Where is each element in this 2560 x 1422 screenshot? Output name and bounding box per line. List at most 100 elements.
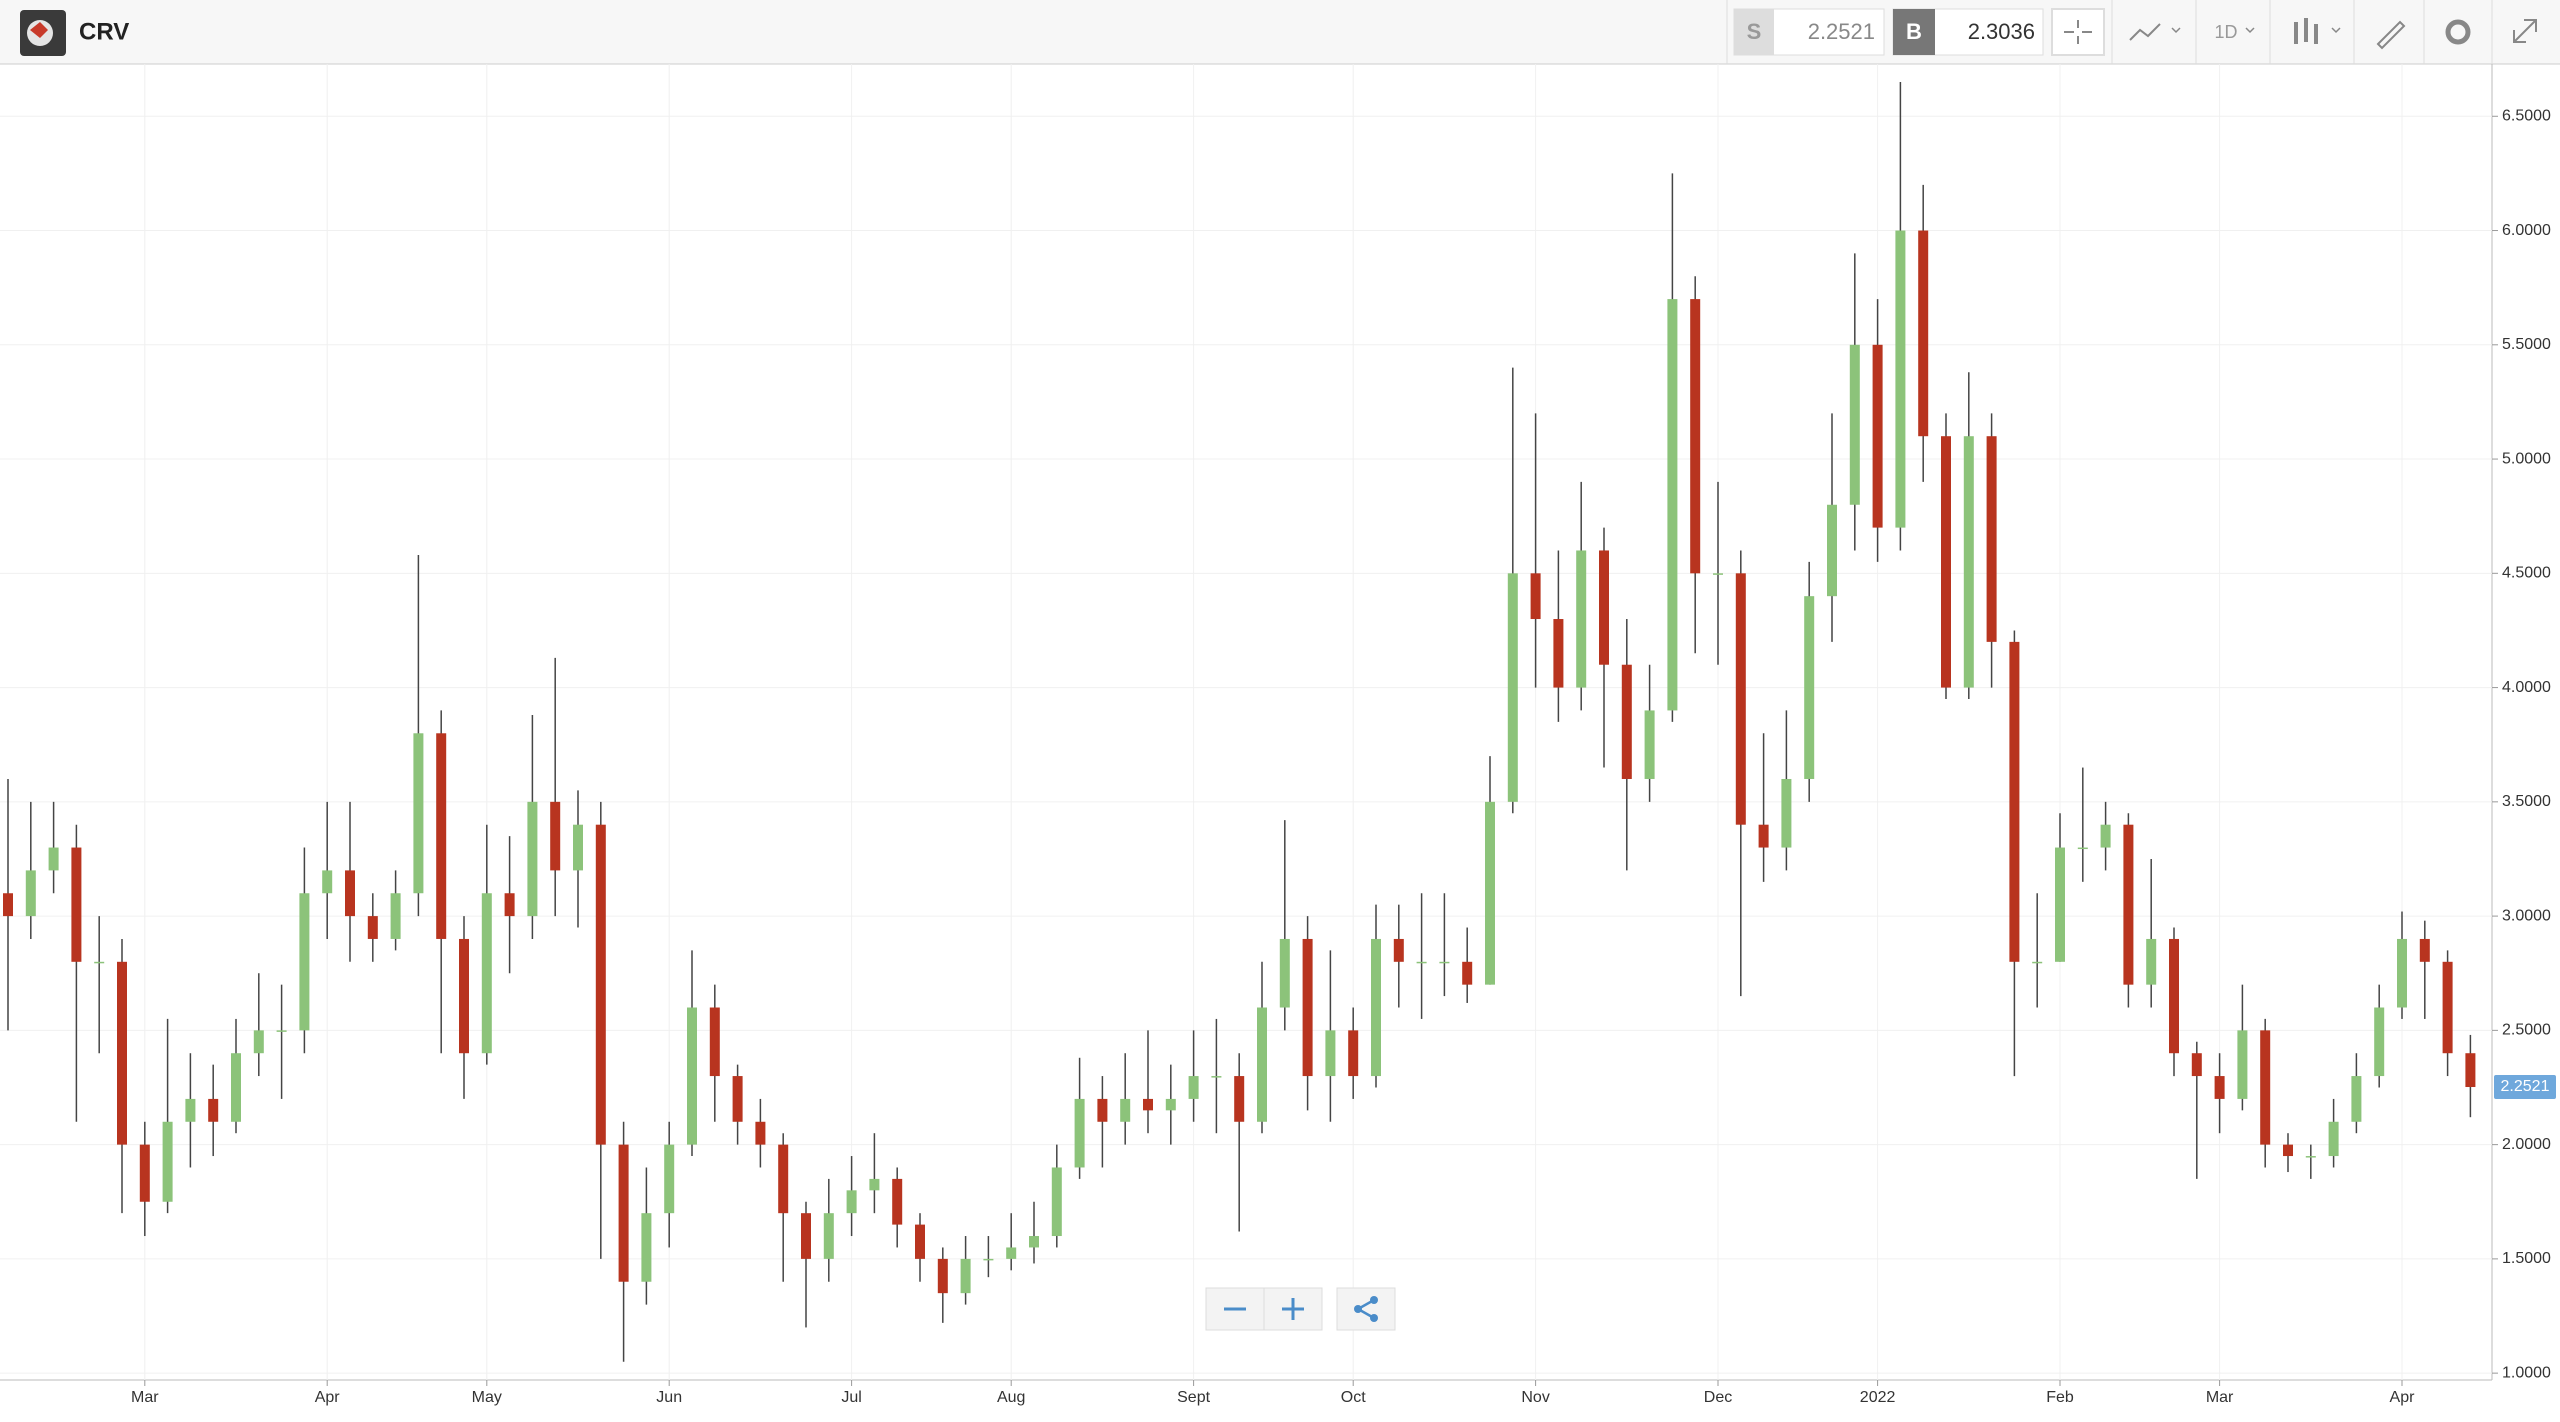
y-tick-label: 1.0000 xyxy=(2502,1364,2551,1381)
candle-body xyxy=(2214,1076,2225,1099)
candle-body xyxy=(1895,230,1906,528)
y-tick-label: 2.5000 xyxy=(2502,1022,2551,1039)
candle-body xyxy=(960,1258,971,1294)
candle-body xyxy=(2169,938,2179,1054)
fullscreen-icon[interactable] xyxy=(2513,19,2537,43)
candle-body xyxy=(1416,961,1427,964)
dropdown-arrow xyxy=(2331,27,2341,34)
candle-body xyxy=(801,1213,811,1259)
candle-body xyxy=(481,893,492,1054)
buy-price: 2.3036 xyxy=(1968,19,2035,44)
interval[interactable]: 1D xyxy=(2214,22,2237,42)
zoom-controls xyxy=(1205,1287,1396,1331)
share-button[interactable] xyxy=(1336,1287,1396,1331)
draw-icon[interactable] xyxy=(2376,20,2406,50)
candle-body xyxy=(755,1121,766,1145)
y-tick-label: 5.0000 xyxy=(2502,450,2551,467)
candle-body xyxy=(2032,961,2043,964)
candle-body xyxy=(2397,938,2407,1008)
logo-shape xyxy=(30,22,48,38)
candle-body xyxy=(1599,550,1609,665)
candle-body xyxy=(527,801,538,917)
candle-body xyxy=(846,1190,857,1214)
candle-body xyxy=(869,1178,880,1191)
candle-body xyxy=(1690,299,1701,574)
candle-body xyxy=(2442,961,2453,1054)
candle-body xyxy=(2419,938,2430,962)
candle-body xyxy=(367,916,378,939)
candle-body xyxy=(1279,938,1290,1008)
candle-body xyxy=(1257,1007,1267,1122)
toolbar-icons xyxy=(2051,8,2537,56)
x-tick-label: Aug xyxy=(997,1389,1025,1406)
candle-body xyxy=(1530,573,1541,620)
candle-body xyxy=(664,1144,675,1214)
candle-body xyxy=(1348,1030,1359,1077)
share-dot xyxy=(1354,1305,1362,1313)
candle-body xyxy=(162,1121,173,1202)
candle-body xyxy=(641,1213,652,1282)
candle-body xyxy=(2305,1156,2316,1158)
candle-body xyxy=(1211,1076,1222,1078)
sell-label: S xyxy=(1747,19,1762,44)
chart-type-icon[interactable] xyxy=(2294,18,2318,44)
candle-body xyxy=(618,1144,629,1282)
x-tick-label: Oct xyxy=(1341,1389,1366,1406)
candle-body xyxy=(1644,710,1655,779)
candle-body xyxy=(1553,619,1564,688)
candle-body xyxy=(3,893,13,917)
x-tick-label: Apr xyxy=(2390,1389,2416,1406)
candle-body xyxy=(892,1178,903,1225)
candle-body xyxy=(2123,824,2134,985)
candle-body xyxy=(823,1213,834,1259)
settings-icon[interactable] xyxy=(2445,19,2471,45)
candle-body xyxy=(2237,1030,2248,1099)
candle-body xyxy=(550,801,561,871)
candle-body xyxy=(1735,573,1746,825)
candle-body xyxy=(2009,641,2020,962)
candle-body xyxy=(1120,1098,1131,1122)
candle-body xyxy=(1827,504,1837,597)
candle-body xyxy=(2191,1053,2202,1077)
y-tick-label: 6.0000 xyxy=(2502,222,2551,239)
candle-body xyxy=(1507,573,1518,802)
candle-body xyxy=(1165,1098,1176,1111)
candle-body xyxy=(139,1144,150,1202)
dropdown-arrow xyxy=(2245,27,2255,34)
indicator-icon[interactable] xyxy=(2129,23,2161,41)
toolbar-separators xyxy=(2111,0,2493,64)
x-tick-label: Jul xyxy=(841,1389,861,1406)
candle-body xyxy=(1872,344,1883,528)
y-tick-label: 5.5000 xyxy=(2502,336,2551,353)
candle-body xyxy=(687,1007,697,1145)
candle-body xyxy=(94,961,105,964)
candle-body xyxy=(299,893,310,1031)
candle-body xyxy=(1576,550,1587,688)
candle-body xyxy=(117,961,127,1145)
x-tick-label: Feb xyxy=(2046,1389,2074,1406)
candle-body xyxy=(2465,1053,2476,1088)
x-tick-label: Apr xyxy=(315,1389,341,1406)
candle-body xyxy=(1371,938,1381,1077)
candle-body xyxy=(1941,436,1951,688)
candle-body xyxy=(2146,938,2157,985)
candle-body xyxy=(1781,778,1792,848)
candle-body xyxy=(1006,1247,1017,1259)
sell-price: 2.2521 xyxy=(1808,19,1875,44)
crosshair-button[interactable] xyxy=(2051,8,2105,56)
candle-body xyxy=(2077,847,2088,850)
candle-body xyxy=(276,1030,287,1032)
candle-body xyxy=(1097,1098,1108,1122)
x-tick-label: Nov xyxy=(1521,1389,1549,1406)
candle-body xyxy=(459,938,469,1054)
x-tick-label: Mar xyxy=(131,1389,159,1406)
candle-body xyxy=(322,870,333,894)
candle-body xyxy=(1713,573,1723,575)
candle-body xyxy=(1029,1236,1039,1248)
candle-body xyxy=(1462,961,1473,985)
candle-body xyxy=(1302,938,1313,1077)
candle-body xyxy=(1986,436,1997,642)
candle-body xyxy=(2055,847,2065,962)
candle-body xyxy=(2283,1144,2293,1157)
